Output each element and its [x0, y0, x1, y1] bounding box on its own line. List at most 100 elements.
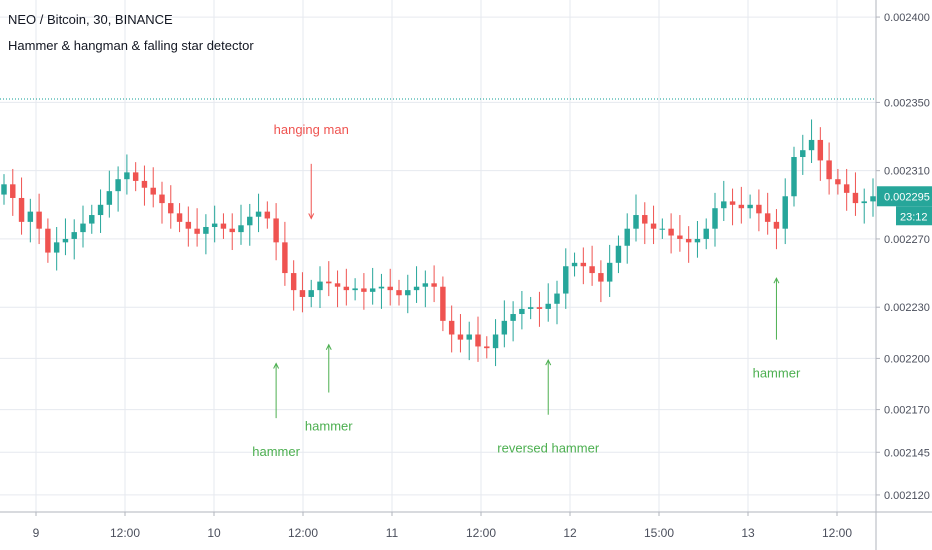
- candle: [659, 218, 666, 239]
- candle-body: [826, 160, 832, 180]
- candle-body: [764, 213, 771, 222]
- candle-body: [782, 196, 788, 229]
- candle: [387, 268, 393, 306]
- candle: [361, 273, 367, 310]
- candle: [563, 248, 569, 309]
- candle-body: [756, 204, 762, 214]
- candle-body: [615, 245, 622, 263]
- candle: [299, 272, 306, 313]
- candle: [791, 146, 797, 207]
- price-tick-label: 0.002145: [884, 447, 930, 459]
- price-tick-label: 0.002270: [884, 234, 930, 246]
- countdown-box: [896, 206, 932, 226]
- candle: [712, 192, 718, 247]
- candle-body: [448, 320, 455, 335]
- candle-body: [361, 288, 367, 292]
- candle: [290, 260, 297, 311]
- candle-body: [580, 262, 587, 267]
- candle: [80, 205, 86, 248]
- candle-body: [326, 281, 332, 284]
- candle-body: [1, 184, 7, 195]
- price-tick-label: 0.002310: [884, 166, 930, 178]
- candle: [580, 247, 587, 285]
- candle-body: [527, 307, 534, 309]
- candle-body: [53, 242, 60, 253]
- candle: [159, 181, 165, 224]
- candle-body: [545, 303, 551, 309]
- candle-body: [255, 211, 262, 217]
- candle: [317, 266, 323, 309]
- candle: [71, 219, 77, 260]
- candle-body: [861, 201, 867, 204]
- price-tick-label: 0.002400: [884, 12, 930, 24]
- candle-body: [203, 226, 209, 234]
- candle: [703, 218, 709, 250]
- candle: [484, 336, 490, 359]
- candle-body: [247, 216, 253, 226]
- candle: [527, 296, 534, 320]
- candle: [176, 203, 183, 233]
- price-tick-label: 0.002350: [884, 97, 930, 109]
- candle-body: [159, 194, 165, 204]
- candle: [642, 202, 648, 245]
- candle-body: [852, 192, 859, 204]
- candle-body: [422, 283, 429, 287]
- candle-body: [194, 228, 200, 234]
- candle-body: [659, 228, 666, 230]
- candle-body: [97, 204, 104, 216]
- candle-body: [791, 157, 797, 197]
- signal-marker: hammer: [252, 362, 301, 459]
- candle: [343, 268, 350, 306]
- candle: [448, 305, 455, 353]
- candle: [738, 186, 745, 224]
- candle: [45, 218, 51, 263]
- price-tick-label: 0.002230: [884, 302, 930, 314]
- candle-body: [273, 218, 279, 243]
- candle-body: [703, 228, 709, 239]
- candle: [861, 188, 867, 224]
- candle: [589, 245, 595, 286]
- candle-body: [571, 262, 578, 267]
- candle: [115, 166, 121, 212]
- candle: [229, 213, 235, 251]
- candle-body: [387, 286, 393, 291]
- candle: [97, 189, 104, 233]
- candle-body: [334, 283, 341, 287]
- candle: [247, 203, 253, 246]
- candle: [89, 204, 95, 234]
- candle-body: [589, 266, 595, 274]
- candle: [492, 319, 499, 367]
- candle-body: [238, 225, 244, 233]
- candle-body: [773, 221, 780, 229]
- candle: [334, 270, 341, 308]
- time-tick-label: 12: [563, 526, 577, 540]
- time-tick-label: 12:00: [110, 526, 140, 540]
- candle: [729, 188, 736, 226]
- candle-body: [168, 203, 174, 214]
- candle: [817, 127, 824, 181]
- signal-marker: hanging man: [274, 122, 349, 220]
- candle-body: [141, 180, 148, 188]
- indicator-name: Hammer & hangman & falling star detector: [8, 38, 254, 53]
- candle-body: [501, 320, 508, 335]
- candle: [264, 201, 271, 229]
- candle-body: [80, 223, 86, 233]
- candle-body: [10, 184, 16, 198]
- candle: [466, 321, 472, 361]
- time-tick-label: 12:00: [466, 526, 496, 540]
- candle: [10, 168, 16, 216]
- candle: [273, 203, 279, 261]
- candle: [519, 290, 525, 330]
- candle-body: [685, 238, 692, 243]
- candle: [431, 265, 437, 303]
- candle: [422, 270, 429, 308]
- candle-body: [18, 197, 25, 222]
- candle: [440, 276, 446, 332]
- time-tick-label: 12:00: [822, 526, 852, 540]
- candle: [369, 267, 376, 305]
- candle: [405, 274, 411, 314]
- candle: [510, 301, 516, 342]
- candle-body: [598, 273, 604, 282]
